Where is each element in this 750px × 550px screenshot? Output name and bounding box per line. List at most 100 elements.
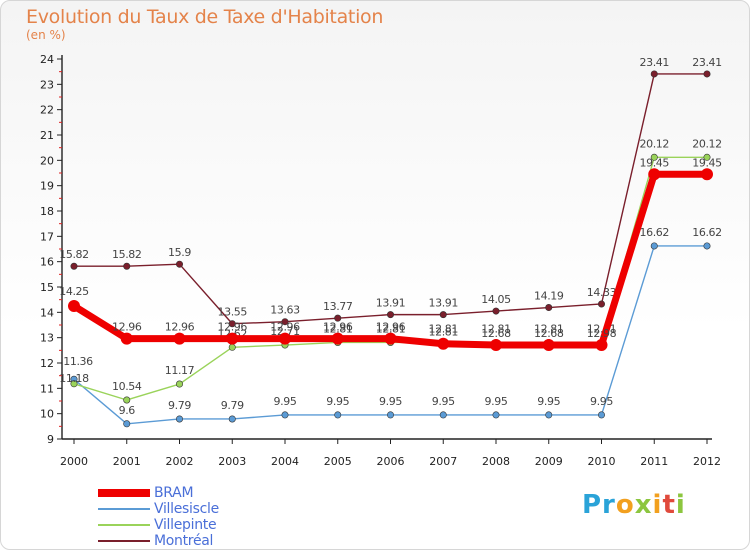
- data-label-montreal: 14.19: [534, 290, 564, 303]
- y-tick-label: 20: [40, 154, 54, 167]
- data-label-bram: 12.96: [165, 321, 195, 334]
- data-point-montreal: [703, 70, 711, 78]
- data-label-villesiscle: 9.95: [379, 395, 402, 408]
- data-label-villepinte: 20.12: [692, 137, 722, 150]
- x-tick-label: 2011: [640, 455, 668, 468]
- data-label-villesiscle: 9.6: [119, 404, 136, 417]
- data-label-villesiscle: 9.79: [221, 399, 244, 412]
- x-tick-label: 2000: [60, 455, 88, 468]
- data-label-bram: 12.96: [218, 321, 248, 334]
- data-point-villesiscle: [703, 242, 711, 250]
- data-point-villesiscle: [545, 411, 553, 419]
- data-label-bram: 12.96: [376, 321, 406, 334]
- data-label-bram: 12.96: [112, 321, 142, 334]
- data-label-villesiscle: 9.95: [590, 395, 613, 408]
- data-point-bram: [226, 332, 239, 345]
- x-tick-label: 2007: [429, 455, 457, 468]
- data-point-bram: [120, 332, 133, 345]
- data-point-montreal: [228, 320, 236, 328]
- data-label-villepinte: 12.81: [376, 322, 406, 335]
- data-label-villesiscle: 11.36: [63, 355, 93, 368]
- data-label-villepinte: 10.54: [112, 380, 142, 393]
- x-tick-label: 2005: [324, 455, 352, 468]
- data-point-villesiscle: [492, 411, 500, 419]
- data-label-montreal: 13.91: [429, 297, 459, 310]
- data-label-bram: 12.68: [481, 327, 511, 340]
- data-point-montreal: [650, 70, 658, 78]
- data-point-bram: [331, 332, 344, 345]
- legend-swatch-bram: [98, 489, 150, 497]
- data-label-bram: 19.45: [692, 156, 722, 169]
- x-tick-label: 2006: [377, 455, 405, 468]
- legend-swatch-villesiscle: [98, 508, 150, 510]
- data-point-montreal: [176, 260, 184, 268]
- data-label-bram: 12.68: [534, 327, 564, 340]
- data-label-villesiscle: 9.95: [326, 395, 349, 408]
- data-label-montreal: 23.41: [692, 56, 722, 69]
- data-label-villesiscle: 9.95: [274, 395, 297, 408]
- legend-item-villesiscle: Villesiscle: [98, 501, 219, 517]
- data-point-villepinte: [123, 396, 131, 404]
- data-label-villepinte: 20.12: [640, 137, 670, 150]
- data-point-bram: [279, 332, 291, 345]
- legend-label-villepinte: Villepinte: [154, 517, 217, 533]
- data-label-villepinte: 12.81: [323, 322, 353, 335]
- data-point-montreal: [545, 304, 553, 312]
- y-tick-label: 9: [47, 433, 54, 446]
- y-tick-label: 21: [40, 129, 54, 142]
- data-point-villesiscle: [176, 415, 184, 423]
- x-tick-label: 2012: [693, 455, 721, 468]
- data-label-villepinte: 11.17: [165, 364, 195, 377]
- legend-item-villepinte: Villepinte: [98, 517, 219, 533]
- x-tick-label: 2001: [113, 455, 141, 468]
- y-tick-label: 17: [40, 230, 54, 243]
- data-label-villepinte: 12.81: [481, 322, 511, 335]
- x-tick-label: 2010: [588, 455, 616, 468]
- data-point-montreal: [386, 311, 394, 319]
- legend-item-montreal: Montréal: [98, 533, 219, 549]
- data-point-villepinte: [703, 153, 711, 161]
- data-point-villepinte: [650, 153, 658, 161]
- data-label-villepinte: 11.18: [59, 372, 89, 385]
- x-tick-label: 2008: [482, 455, 510, 468]
- data-point-bram: [701, 168, 713, 181]
- data-label-villesiscle: 16.62: [640, 226, 670, 239]
- data-label-montreal: 13.55: [218, 306, 248, 319]
- data-label-villesiscle: 9.95: [537, 395, 560, 408]
- chart-title: Evolution du Taux de Taxe d'Habitation: [26, 6, 384, 28]
- y-tick-label: 23: [40, 78, 54, 91]
- legend: BRAM Villesiscle Villepinte Montréal: [98, 485, 219, 549]
- data-label-montreal: 15.82: [112, 248, 142, 261]
- y-tick-label: 19: [40, 180, 54, 193]
- legend-label-montreal: Montréal: [154, 533, 214, 549]
- data-point-villepinte: [70, 380, 78, 388]
- data-point-bram: [595, 339, 608, 352]
- x-tick-label: 2009: [535, 455, 563, 468]
- data-label-bram: 14.25: [59, 285, 89, 298]
- y-tick-label: 14: [40, 306, 54, 319]
- data-label-montreal: 15.82: [59, 248, 89, 261]
- data-point-montreal: [597, 300, 605, 308]
- data-point-villesiscle: [228, 415, 236, 423]
- data-label-montreal: 13.63: [270, 304, 300, 317]
- proxiti-logo[interactable]: Proxiti: [582, 490, 686, 520]
- data-point-villepinte: [176, 380, 184, 388]
- data-label-villesiscle: 9.79: [168, 399, 191, 412]
- data-label-villepinte: 12.71: [270, 325, 300, 338]
- data-point-bram: [437, 337, 450, 350]
- data-point-bram: [68, 300, 80, 312]
- data-point-montreal: [334, 314, 342, 322]
- data-point-montreal: [123, 262, 131, 270]
- y-tick-label: 10: [40, 408, 54, 421]
- data-point-montreal: [70, 262, 78, 270]
- y-tick-label: 11: [40, 382, 54, 395]
- y-tick-label: 18: [40, 205, 54, 218]
- data-point-villesiscle: [650, 242, 658, 250]
- data-label-montreal: 13.77: [323, 300, 353, 313]
- data-point-bram: [173, 332, 186, 345]
- data-point-villesiscle: [439, 411, 447, 419]
- data-point-villesiscle: [597, 411, 605, 419]
- legend-swatch-villepinte: [98, 524, 150, 526]
- legend-item-bram: BRAM: [98, 485, 219, 501]
- data-label-montreal: 23.41: [640, 56, 670, 69]
